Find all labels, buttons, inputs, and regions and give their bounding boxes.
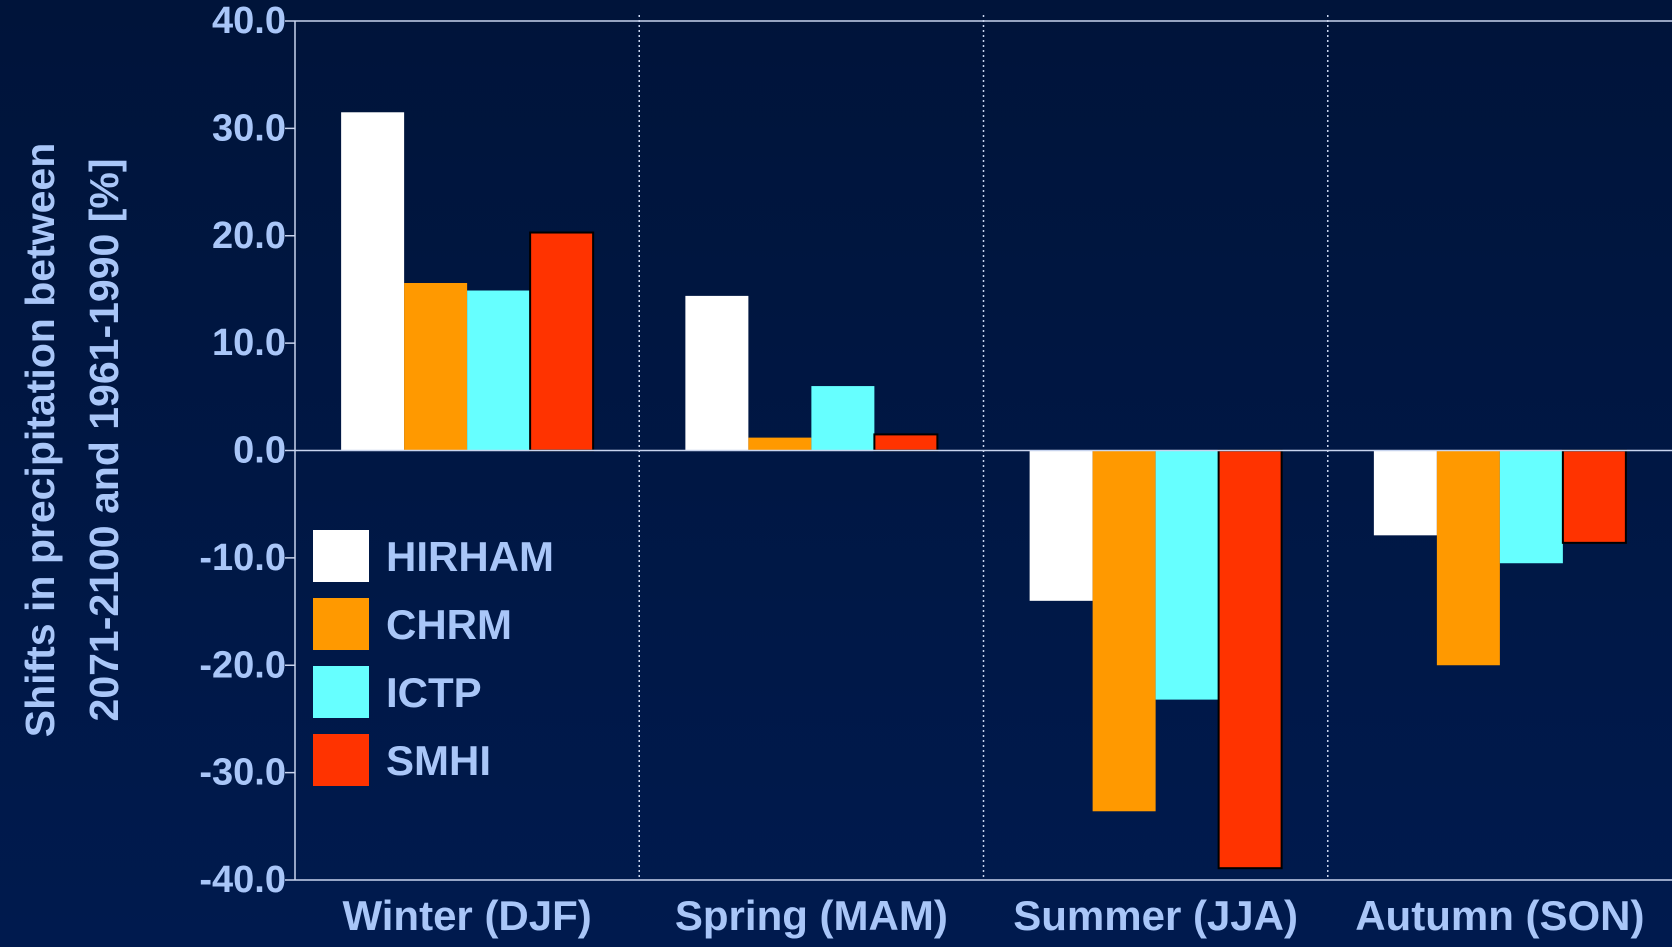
- x-tick-label: Summer (JJA): [1013, 892, 1298, 939]
- x-tick-label: Winter (DJF): [342, 892, 591, 939]
- y-tick-label: -20.0: [199, 644, 286, 686]
- y-axis-label: Shifts in precipitation between: [17, 143, 63, 738]
- legend-swatch: [313, 598, 369, 650]
- bar: [811, 386, 875, 451]
- y-tick-label: -10.0: [199, 537, 286, 579]
- bar: [1217, 449, 1283, 870]
- bar: [1029, 450, 1093, 601]
- bar: [467, 290, 531, 451]
- bar: [1436, 450, 1500, 666]
- y-tick-label: 20.0: [212, 215, 286, 257]
- legend-swatch: [313, 530, 369, 582]
- bar: [404, 282, 468, 451]
- y-axis-label: 2071-2100 and 1961-1990 [%]: [81, 159, 127, 722]
- y-tick-label: -30.0: [199, 752, 286, 794]
- legend-swatch: [313, 734, 369, 786]
- bar: [1499, 450, 1563, 564]
- bar: [1092, 450, 1156, 812]
- bar: [748, 437, 812, 451]
- legend-label: ICTP: [386, 669, 482, 716]
- y-tick-label: 0.0: [233, 430, 286, 472]
- legend-label: SMHI: [386, 737, 491, 784]
- bar: [529, 231, 595, 452]
- bar: [1373, 450, 1437, 536]
- y-tick-label: 10.0: [212, 322, 286, 364]
- bar: [341, 112, 405, 451]
- x-tick-label: Spring (MAM): [675, 892, 948, 939]
- x-tick-label: Autumn (SON): [1355, 892, 1644, 939]
- legend-label: HIRHAM: [386, 533, 554, 580]
- legend-swatch: [313, 666, 369, 718]
- y-tick-label: 40.0: [212, 0, 286, 42]
- legend-label: CHRM: [386, 601, 512, 648]
- bar: [1561, 449, 1627, 544]
- bar: [873, 433, 939, 452]
- bar: [685, 295, 749, 451]
- y-tick-label: 30.0: [212, 107, 286, 149]
- y-tick-label: -40.0: [199, 859, 286, 901]
- bar: [1155, 450, 1219, 700]
